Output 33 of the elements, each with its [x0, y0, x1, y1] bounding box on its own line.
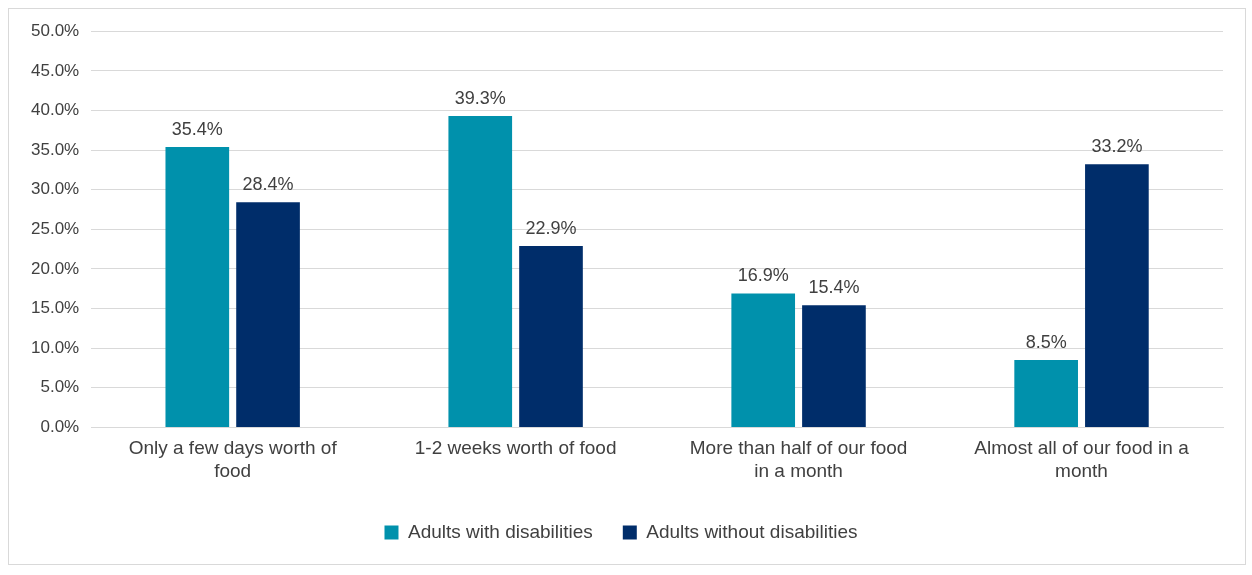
data-label: 15.4%	[808, 277, 860, 298]
y-tick-label: 0.0%	[40, 417, 80, 437]
y-tick-label: 35.0%	[31, 139, 80, 159]
y-tick-label: 40.0%	[31, 100, 80, 120]
bar	[731, 293, 796, 427]
data-label: 28.4%	[242, 174, 294, 195]
data-label: 16.9%	[737, 265, 789, 286]
legend-label: Adults without disabilities	[646, 520, 858, 542]
bar	[448, 115, 513, 427]
y-tick-label: 25.0%	[31, 218, 80, 238]
bar	[519, 245, 583, 427]
data-label: 39.3%	[454, 87, 506, 108]
legend-label: Adults with disabilities	[407, 520, 593, 542]
data-label: 22.9%	[525, 217, 577, 238]
x-tick-label: More than half of our food in a month	[689, 437, 908, 481]
bar	[802, 305, 866, 427]
y-tick-label: 5.0%	[40, 377, 80, 397]
y-tick-label: 15.0%	[31, 298, 80, 318]
y-tick-label: 20.0%	[31, 258, 80, 278]
bar	[1085, 164, 1149, 427]
data-label: 33.2%	[1091, 136, 1143, 157]
bar	[165, 146, 230, 427]
y-tick-label: 30.0%	[31, 179, 80, 199]
bar	[1014, 360, 1078, 427]
x-tick-label: Almost all of our food in a month	[974, 437, 1190, 481]
y-tick-label: 10.0%	[31, 337, 80, 357]
x-tick-label: Only a few days worth of food	[128, 437, 338, 481]
data-label: 35.4%	[171, 118, 223, 139]
data-label: 8.5%	[1025, 332, 1067, 353]
y-tick-label: 45.0%	[31, 60, 80, 80]
x-tick-label: 1-2 weeks worth of food	[414, 437, 617, 459]
bar	[236, 202, 300, 427]
y-tick-label: 50.0%	[31, 20, 80, 40]
